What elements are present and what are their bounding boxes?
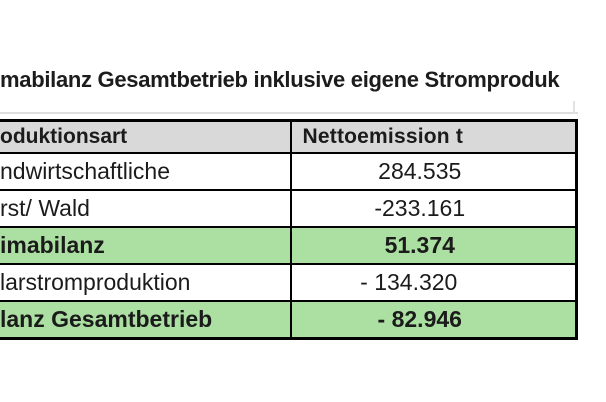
column-header-nettoemission: Nettoemission t <box>289 119 578 154</box>
table-row: lanz Gesamtbetrieb - 82.946 <box>0 300 578 340</box>
row-label: lanz Gesamtbetrieb <box>0 300 292 340</box>
row-value: -233.161 <box>289 189 578 228</box>
table-row: ndwirtschaftliche 284.535 <box>0 152 578 191</box>
row-value: - 82.946 <box>289 300 578 340</box>
row-label: ndwirtschaftliche <box>0 152 292 191</box>
emissions-table: oduktionsart Nettoemission t ndwirtschaf… <box>0 119 578 340</box>
table-header-row: oduktionsart Nettoemission t <box>0 119 578 154</box>
horizontal-divider <box>0 112 578 114</box>
row-label: larstromproduktion <box>0 263 292 302</box>
table-row: larstromproduktion - 134.320 <box>0 263 578 302</box>
column-header-produktionsart: oduktionsart <box>0 119 292 154</box>
row-label: imabilanz <box>0 226 292 265</box>
vertical-divider-tick <box>573 101 575 114</box>
row-label: rst/ Wald <box>0 189 292 228</box>
row-value: 284.535 <box>289 152 578 191</box>
table-row: rst/ Wald -233.161 <box>0 189 578 228</box>
page-title: mabilanz Gesamtbetrieb inklusive eigene … <box>0 67 560 92</box>
row-value: 51.374 <box>289 226 578 265</box>
table-row: imabilanz 51.374 <box>0 226 578 265</box>
row-value: - 134.320 <box>289 263 578 302</box>
